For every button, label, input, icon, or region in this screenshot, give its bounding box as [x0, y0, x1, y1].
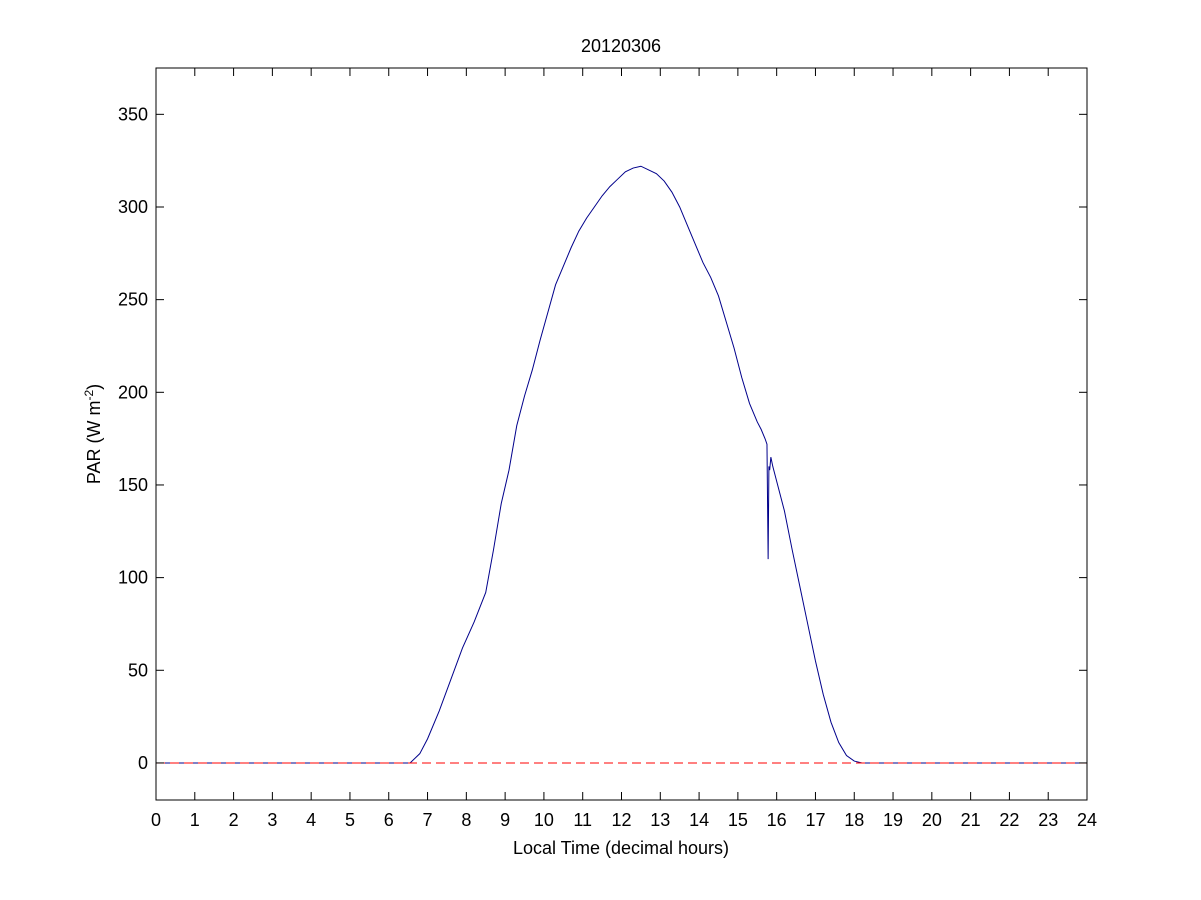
x-tick-label: 1 — [190, 810, 200, 830]
x-tick-label: 22 — [999, 810, 1019, 830]
series-layer — [156, 165, 1087, 764]
y-tick-label: 0 — [138, 753, 148, 773]
y-axis-label-close: ) — [84, 384, 104, 390]
x-tick-label: 20 — [922, 810, 942, 830]
y-axis-label: PAR (W m-2) — [82, 384, 104, 484]
y-axis-ticks: 0 50 100 150 200 250 300 350 — [118, 104, 1087, 773]
x-tick-label: 24 — [1077, 810, 1097, 830]
x-tick-label: 19 — [883, 810, 903, 830]
x-tick-label: 21 — [961, 810, 981, 830]
y-tick-label: 150 — [118, 475, 148, 495]
x-tick-label: 13 — [650, 810, 670, 830]
x-tick-label: 0 — [151, 810, 161, 830]
y-tick-label: 50 — [128, 660, 148, 680]
x-tick-label: 12 — [611, 810, 631, 830]
y-tick-label: 350 — [118, 104, 148, 124]
x-axis-label: Local Time (decimal hours) — [513, 838, 729, 858]
y-tick-label: 250 — [118, 290, 148, 310]
y-tick-label: 100 — [118, 568, 148, 588]
x-tick-label: 17 — [805, 810, 825, 830]
x-tick-label: 15 — [728, 810, 748, 830]
y-tick-label: 200 — [118, 382, 148, 402]
x-tick-label: 18 — [844, 810, 864, 830]
x-axis-ticks: 0 1 2 3 4 5 6 7 8 9 10 11 12 13 14 15 16 17 18 19 20 21 22 23 24 — [151, 68, 1097, 830]
x-tick-label: 4 — [306, 810, 316, 830]
x-tick-label: 2 — [229, 810, 239, 830]
x-tick-label: 10 — [534, 810, 554, 830]
x-tick-label: 23 — [1038, 810, 1058, 830]
chart-title: 20120306 — [581, 36, 661, 56]
x-tick-label: 11 — [573, 810, 592, 830]
x-tick-label: 5 — [345, 810, 355, 830]
series-line-0 — [156, 165, 1087, 764]
y-tick-label: 300 — [118, 197, 148, 217]
x-tick-label: 6 — [384, 810, 394, 830]
x-tick-label: 16 — [767, 810, 787, 830]
x-tick-label: 8 — [461, 810, 471, 830]
x-tick-label: 9 — [500, 810, 510, 830]
y-axis-label-superscript: -2 — [82, 390, 96, 401]
x-tick-label: 3 — [267, 810, 277, 830]
y-axis-label-main: PAR (W m — [84, 401, 104, 485]
x-tick-label: 14 — [689, 810, 709, 830]
x-tick-label: 7 — [423, 810, 433, 830]
